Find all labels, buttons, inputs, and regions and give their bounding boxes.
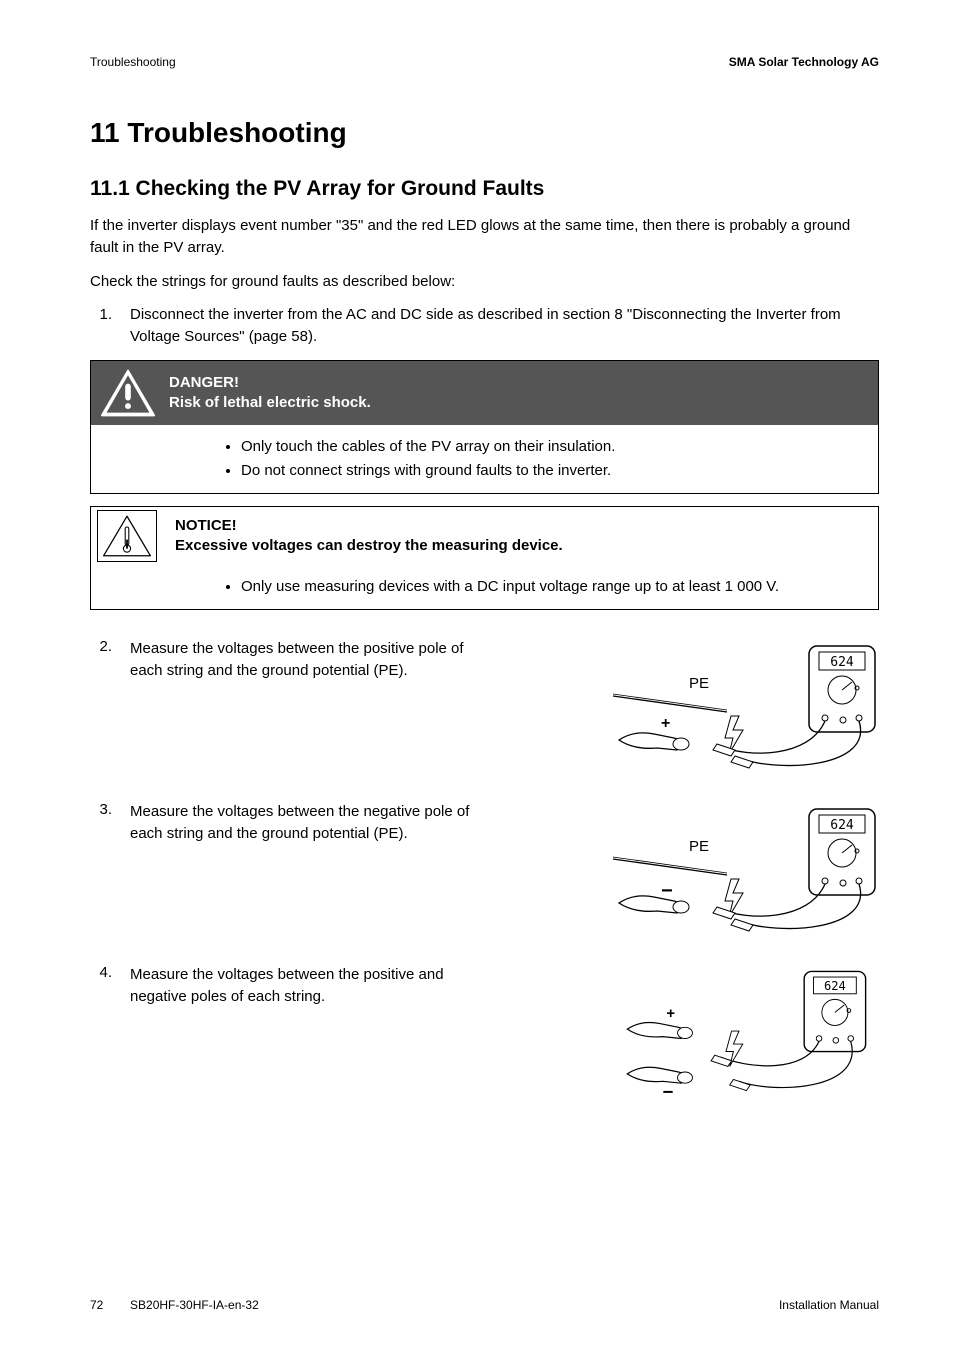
step-3: 3. Measure the voltages between the nega… xyxy=(90,801,879,936)
notice-head: NOTICE! Excessive voltages can destroy t… xyxy=(91,507,878,565)
danger-subtitle: Risk of lethal electric shock. xyxy=(169,394,371,411)
danger-triangle-icon xyxy=(97,366,159,420)
notice-body: Only use measuring devices with a DC inp… xyxy=(91,565,878,609)
meter-reading: 624 xyxy=(830,818,854,833)
multimeter-icon: 624 xyxy=(809,809,875,895)
danger-bullet-1: Only touch the cables of the PV array on… xyxy=(241,435,858,459)
footer-doc: SB20HF-30HF-IA-en-32 xyxy=(130,1298,259,1312)
connector-icon xyxy=(619,733,689,750)
step-1-text: Disconnect the inverter from the AC and … xyxy=(130,304,879,348)
pe-label: PE xyxy=(689,675,709,692)
polarity-label: − xyxy=(661,880,673,902)
footer-page: 72 xyxy=(90,1298,103,1312)
notice-callout: NOTICE! Excessive voltages can destroy t… xyxy=(90,506,879,610)
page-footer: 72 SB20HF-30HF-IA-en-32 Installation Man… xyxy=(90,1298,879,1312)
step-2: 2. Measure the voltages between the posi… xyxy=(90,638,879,773)
connector-icon xyxy=(619,896,689,913)
intro-paragraph-1: If the inverter displays event number "3… xyxy=(90,215,879,259)
step-2-figure: 624 PE xyxy=(500,638,879,773)
danger-body: Only touch the cables of the PV array on… xyxy=(91,425,878,493)
step-1-number: 1. xyxy=(90,304,130,348)
step-4: 4. Measure the voltages between the posi… xyxy=(90,964,879,1099)
page-header: Troubleshooting SMA Solar Technology AG xyxy=(90,55,879,69)
step-4-text: Measure the voltages between the positiv… xyxy=(130,964,500,1099)
heading-section: 11.1 Checking the PV Array for Ground Fa… xyxy=(90,177,879,201)
meter-reading: 624 xyxy=(824,979,846,993)
step-2-text: Measure the voltages between the positiv… xyxy=(130,638,500,773)
danger-bullet-2: Do not connect strings with ground fault… xyxy=(241,459,858,483)
step-2-number: 2. xyxy=(90,638,130,773)
header-right: SMA Solar Technology AG xyxy=(729,55,879,69)
connector-minus-icon xyxy=(627,1067,692,1083)
polarity-plus-label: + xyxy=(666,1006,675,1022)
step-3-figure: 624 PE − xyxy=(500,801,879,936)
header-left: Troubleshooting xyxy=(90,55,176,69)
step-4-figure: 624 + xyxy=(500,964,879,1099)
danger-title: DANGER! xyxy=(169,374,371,391)
connector-plus-icon xyxy=(627,1022,692,1038)
pe-label: PE xyxy=(689,838,709,855)
footer-right: Installation Manual xyxy=(779,1298,879,1312)
meter-reading: 624 xyxy=(830,655,854,670)
multimeter-icon: 624 xyxy=(804,971,865,1051)
heading-chapter: 11 Troubleshooting xyxy=(90,117,879,149)
step-4-number: 4. xyxy=(90,964,130,1099)
notice-thermometer-icon xyxy=(97,510,157,562)
danger-head: DANGER! Risk of lethal electric shock. xyxy=(91,361,878,425)
intro-paragraph-2: Check the strings for ground faults as d… xyxy=(90,271,879,293)
danger-callout: DANGER! Risk of lethal electric shock. O… xyxy=(90,360,879,494)
notice-title: NOTICE! xyxy=(175,517,563,534)
notice-subtitle: Excessive voltages can destroy the measu… xyxy=(175,537,563,554)
polarity-label: + xyxy=(661,715,670,732)
step-3-number: 3. xyxy=(90,801,130,936)
step-1: 1. Disconnect the inverter from the AC a… xyxy=(90,304,879,348)
polarity-minus-label: − xyxy=(663,1081,674,1099)
notice-bullet-1: Only use measuring devices with a DC inp… xyxy=(241,575,858,599)
multimeter-icon: 624 xyxy=(809,646,875,732)
step-3-text: Measure the voltages between the negativ… xyxy=(130,801,500,936)
